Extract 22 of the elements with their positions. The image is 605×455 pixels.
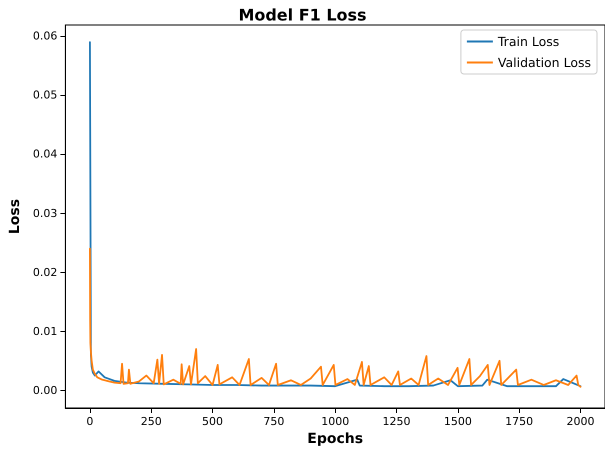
x-tick-label: 1500: [444, 415, 472, 428]
line-series: [89, 248, 582, 388]
x-tick-label: 1250: [382, 415, 411, 428]
x-tick-label: 500: [202, 415, 224, 428]
y-tick-label: 0.01: [32, 324, 58, 338]
legend-label: Validation Loss: [498, 55, 592, 70]
x-tick-label: 1000: [321, 415, 350, 428]
y-tick-label: 0.04: [32, 148, 58, 161]
x-tick-label: 2000: [566, 415, 594, 428]
y-tick-label: 0.05: [32, 88, 58, 102]
x-tick-label: 750: [263, 415, 284, 428]
x-axis-title: Epochs: [307, 431, 364, 447]
x-tick-label: 1750: [505, 415, 534, 428]
x-tick-label: 250: [140, 415, 162, 428]
y-tick-label: 0.03: [32, 206, 58, 220]
y-tick-label: 0.02: [32, 266, 58, 279]
y-tick-label: 0.00: [32, 384, 58, 397]
y-tick-label: 0.06: [32, 30, 58, 43]
y-axis-title: Loss: [7, 198, 23, 234]
legend-label: Train Loss: [496, 34, 560, 49]
x-tick-label: 0: [86, 415, 94, 428]
chart-title: Model F1 Loss: [238, 6, 367, 24]
